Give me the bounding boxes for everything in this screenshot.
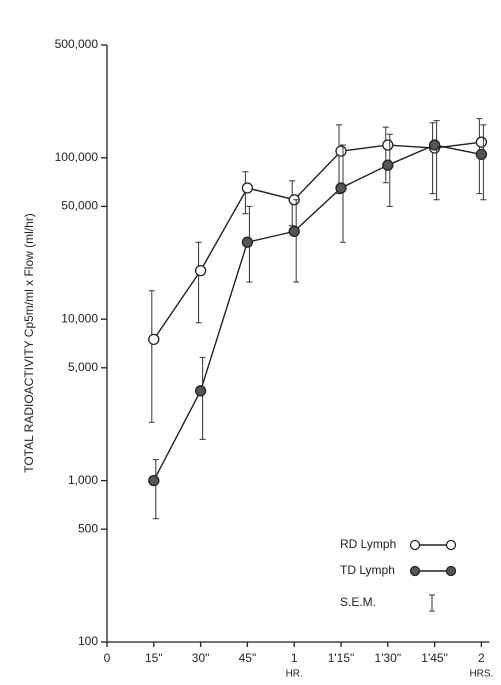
x-tick-label: 1'30" bbox=[375, 651, 402, 665]
y-tick-label: 1,000 bbox=[68, 473, 98, 487]
x-tick-label: 0 bbox=[104, 651, 111, 665]
error-bar bbox=[199, 356, 206, 440]
legend-label: TD Lymph bbox=[340, 563, 395, 577]
y-tick-label: 500,000 bbox=[55, 37, 99, 51]
error-bar bbox=[152, 459, 159, 520]
x-tick-sublabel: HR. bbox=[286, 669, 303, 680]
x-tick-label: 1 bbox=[291, 651, 298, 665]
y-tick-label: 5,000 bbox=[68, 360, 98, 374]
x-tick-label: 2 bbox=[478, 651, 485, 665]
data-point bbox=[148, 474, 160, 487]
error-bar bbox=[340, 144, 346, 243]
legend-marker bbox=[409, 539, 421, 551]
data-point bbox=[148, 333, 160, 346]
y-tick-label: 50,000 bbox=[61, 199, 98, 213]
y-tick-label: 100 bbox=[78, 634, 98, 648]
data-point bbox=[241, 236, 254, 248]
error-bar bbox=[195, 241, 202, 324]
y-axis-label: TOTAL RADIOACTIVITY Cp5m/ml x Flow (ml/h… bbox=[22, 213, 36, 473]
error-bar bbox=[148, 290, 155, 423]
y-tick-label: 500 bbox=[78, 521, 98, 535]
x-tick-label: 1'45" bbox=[421, 651, 448, 665]
x-tick-label: 15" bbox=[145, 651, 163, 665]
error-bar bbox=[293, 199, 300, 283]
error-bar bbox=[382, 126, 389, 184]
data-point bbox=[382, 139, 394, 151]
x-tick-label: 45" bbox=[239, 651, 257, 665]
legend-label: RD Lymph bbox=[340, 537, 396, 551]
x-tick-sublabel: HRS. bbox=[469, 669, 493, 680]
legend-label: S.E.M. bbox=[340, 595, 376, 609]
x-tick-label: 30" bbox=[192, 651, 210, 665]
series-line bbox=[153, 144, 482, 481]
legend-marker bbox=[445, 565, 457, 577]
error-bar bbox=[433, 120, 440, 201]
data-point bbox=[335, 182, 347, 194]
data-point bbox=[288, 225, 300, 238]
data-point bbox=[382, 159, 394, 171]
legend-error-symbol bbox=[429, 594, 435, 612]
legend-marker bbox=[409, 565, 421, 577]
data-point bbox=[194, 264, 207, 277]
data-point bbox=[475, 136, 488, 148]
y-tick-label: 10,000 bbox=[61, 311, 98, 325]
series-line bbox=[153, 141, 482, 340]
data-point bbox=[428, 139, 441, 151]
y-tick-label: 100,000 bbox=[55, 150, 99, 164]
error-bar bbox=[429, 122, 436, 195]
x-tick-label: 1'15" bbox=[328, 651, 355, 665]
error-bar bbox=[480, 124, 487, 201]
legend-marker bbox=[445, 539, 457, 551]
data-point bbox=[194, 385, 207, 397]
data-point bbox=[475, 148, 488, 161]
data-point bbox=[241, 182, 254, 194]
data-point bbox=[335, 145, 347, 157]
